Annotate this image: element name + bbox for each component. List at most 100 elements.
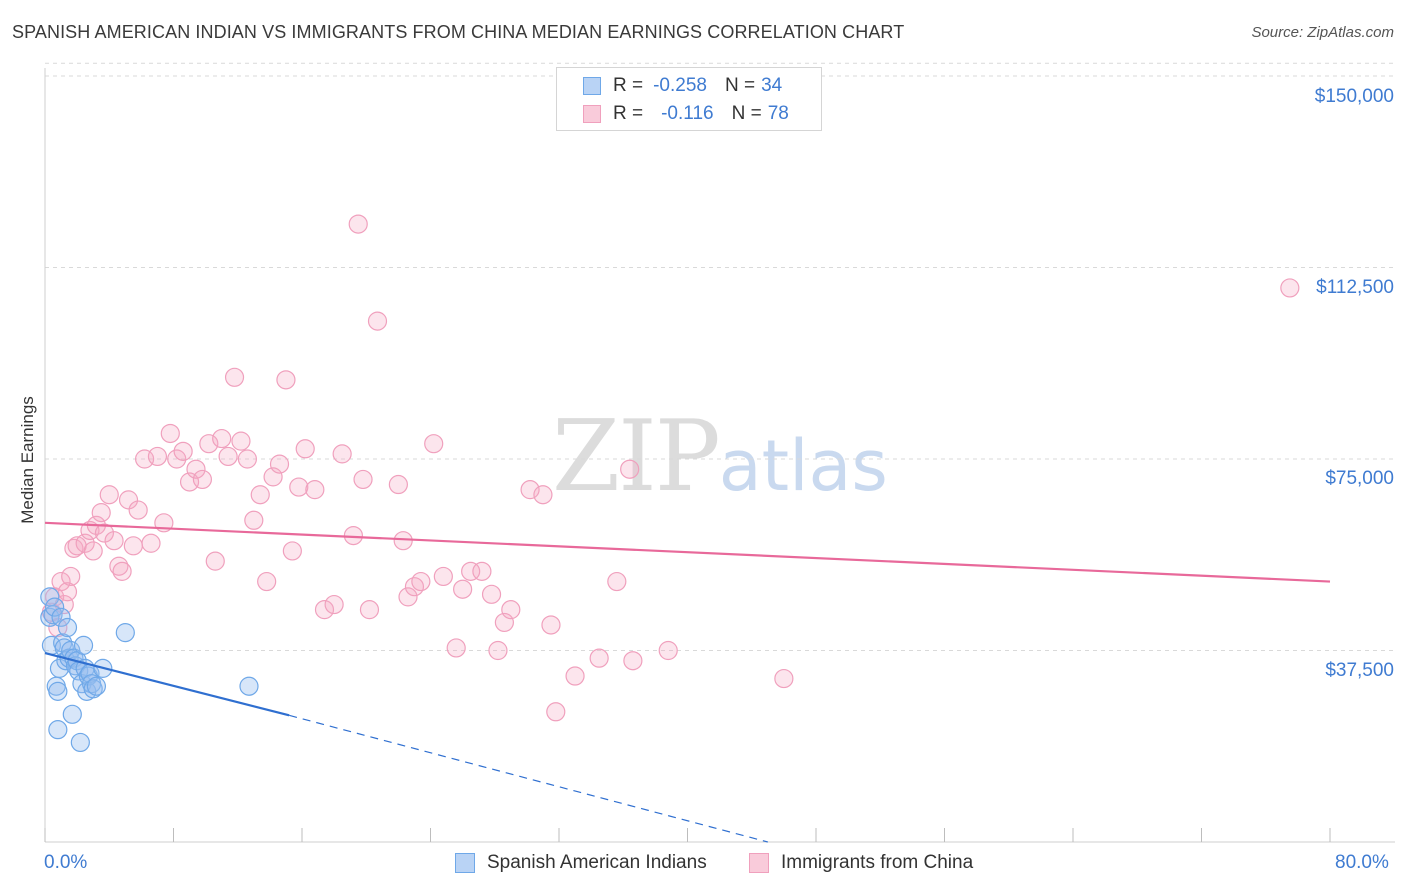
data-point-spanish-american-indians xyxy=(62,704,82,724)
data-point-spanish-american-indians xyxy=(86,676,107,696)
data-point-immigrants-from-china xyxy=(231,431,251,451)
data-point-spanish-american-indians xyxy=(49,658,70,678)
data-point-immigrants-from-china xyxy=(388,474,408,495)
legend-swatch-pink xyxy=(583,105,601,123)
data-point-immigrants-from-china xyxy=(250,485,270,505)
data-point-immigrants-from-china xyxy=(393,531,413,551)
data-point-immigrants-from-china xyxy=(205,551,225,571)
data-point-immigrants-from-china xyxy=(104,531,124,551)
data-point-immigrants-from-china xyxy=(546,702,566,722)
data-point-immigrants-from-china xyxy=(257,571,277,592)
data-point-immigrants-from-china xyxy=(411,571,431,592)
series-legend: Spanish American Indians Immigrants from… xyxy=(0,852,1406,878)
watermark: ZIPatlas xyxy=(552,400,888,514)
legend-n-label: N = xyxy=(731,103,762,124)
watermark-atlas: atlas xyxy=(718,425,888,507)
legend-r-value: -0.258 xyxy=(653,75,707,96)
data-point-spanish-american-indians xyxy=(239,676,259,696)
data-point-spanish-american-indians xyxy=(40,607,60,627)
legend-swatch-pink xyxy=(749,853,769,873)
data-point-immigrants-from-china xyxy=(218,446,238,467)
y-tick-label-75000: $75,000 xyxy=(1325,468,1394,489)
data-point-spanish-american-indians xyxy=(70,732,90,753)
data-point-immigrants-from-china xyxy=(237,449,257,469)
x-tick-label-min: 0.0% xyxy=(44,852,88,873)
legend-swatch-blue xyxy=(583,77,601,95)
data-point-immigrants-from-china xyxy=(589,648,609,668)
y-tick-label-150000: $150,000 xyxy=(1314,86,1394,107)
data-point-immigrants-from-china xyxy=(192,469,213,490)
data-point-immigrants-from-china xyxy=(94,523,115,543)
series-spanish-american-indians xyxy=(40,587,259,753)
data-point-immigrants-from-china xyxy=(109,556,129,576)
data-point-immigrants-from-china xyxy=(75,533,95,553)
correlation-legend: R = -0.258 N = 34 R = -0.116 N = 78 xyxy=(556,67,822,131)
data-point-immigrants-from-china xyxy=(160,423,180,444)
data-point-immigrants-from-china xyxy=(324,594,344,615)
legend-r-value: -0.116 xyxy=(661,103,714,124)
data-point-immigrants-from-china xyxy=(212,428,232,449)
trend-line-spanish-american-indians xyxy=(44,651,290,717)
legend-n-label: N = xyxy=(724,75,756,96)
data-point-immigrants-from-china xyxy=(367,311,388,331)
data-point-immigrants-from-china xyxy=(774,668,794,689)
data-point-immigrants-from-china xyxy=(353,469,373,490)
legend-n-value: 78 xyxy=(767,103,789,124)
data-point-immigrants-from-china xyxy=(51,571,71,592)
legend-r-label: R = xyxy=(613,103,644,124)
data-point-immigrants-from-china xyxy=(533,485,553,505)
legend-item-immigrants-from-china[interactable]: Immigrants from China xyxy=(749,852,973,874)
data-point-immigrants-from-china xyxy=(99,485,119,505)
data-point-immigrants-from-china xyxy=(481,584,502,604)
legend-label: Spanish American Indians xyxy=(487,852,707,873)
legend-item-spanish-american-indians[interactable]: Spanish American Indians xyxy=(455,852,707,874)
data-point-immigrants-from-china xyxy=(620,459,640,479)
data-point-immigrants-from-china xyxy=(446,638,466,658)
data-point-immigrants-from-china xyxy=(314,600,335,620)
data-point-immigrants-from-china xyxy=(91,503,111,523)
data-point-immigrants-from-china xyxy=(147,446,168,467)
data-point-immigrants-from-china xyxy=(398,587,418,607)
data-point-immigrants-from-china xyxy=(269,454,290,474)
data-point-immigrants-from-china xyxy=(112,561,132,581)
data-point-immigrants-from-china xyxy=(541,615,561,635)
data-point-immigrants-from-china xyxy=(173,441,193,461)
data-point-immigrants-from-china xyxy=(348,214,368,234)
data-point-immigrants-from-china xyxy=(488,640,508,661)
data-point-immigrants-from-china xyxy=(141,533,161,553)
data-point-immigrants-from-china xyxy=(64,538,84,558)
data-point-immigrants-from-china xyxy=(61,566,81,587)
data-point-immigrants-from-china xyxy=(424,434,444,454)
legend-swatch-blue xyxy=(455,853,475,873)
chart-title: SPANISH AMERICAN INDIAN VS IMMIGRANTS FR… xyxy=(12,22,905,42)
data-point-spanish-american-indians xyxy=(48,720,68,740)
data-point-spanish-american-indians xyxy=(51,607,71,627)
data-point-immigrants-from-china xyxy=(607,571,627,592)
trend-lines xyxy=(44,521,1331,843)
data-point-spanish-american-indians xyxy=(45,597,65,617)
data-point-immigrants-from-china xyxy=(658,640,678,661)
data-point-immigrants-from-china xyxy=(167,449,187,469)
data-point-immigrants-from-china xyxy=(565,666,585,686)
series-immigrants-from-china xyxy=(41,214,1300,722)
y-axis-label: Median Earnings xyxy=(18,396,37,524)
data-point-immigrants-from-china xyxy=(57,582,78,602)
data-point-spanish-american-indians xyxy=(48,681,68,701)
legend-row-immigrants-from-china: R = -0.116 N = 78 xyxy=(583,103,789,125)
data-point-immigrants-from-china xyxy=(461,561,481,581)
data-point-spanish-american-indians xyxy=(83,679,103,699)
data-point-immigrants-from-china xyxy=(282,541,302,561)
data-point-immigrants-from-china xyxy=(289,477,309,497)
y-tick-label-112500: $112,500 xyxy=(1316,277,1394,298)
data-point-immigrants-from-china xyxy=(404,577,425,597)
gridlines xyxy=(45,62,1395,651)
data-point-immigrants-from-china xyxy=(1280,278,1300,298)
data-point-immigrants-from-china xyxy=(186,459,206,479)
data-point-spanish-american-indians xyxy=(57,617,78,638)
data-point-immigrants-from-china xyxy=(244,510,264,530)
legend-n-value: 34 xyxy=(761,75,783,96)
data-point-immigrants-from-china xyxy=(305,480,325,500)
data-point-immigrants-from-china xyxy=(224,367,245,387)
axes xyxy=(44,68,1395,843)
